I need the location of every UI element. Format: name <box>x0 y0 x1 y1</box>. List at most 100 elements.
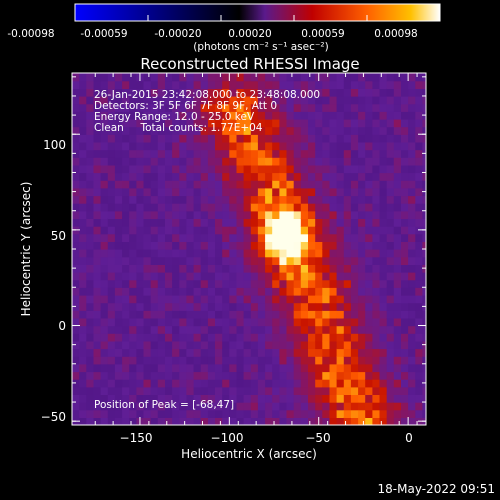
heatmap-cell <box>222 325 230 334</box>
heatmap-cell <box>136 294 145 304</box>
heatmap-cell <box>408 226 416 235</box>
heatmap-cell <box>86 126 95 135</box>
axis-ticks <box>72 73 426 425</box>
heatmap-cell <box>350 118 359 128</box>
heatmap-cell <box>272 363 280 373</box>
heatmap-cell <box>272 249 280 258</box>
heatmap-cell <box>379 348 388 357</box>
heatmap-cell <box>172 272 180 281</box>
heatmap-cell <box>365 386 373 395</box>
heatmap-cell <box>193 241 202 250</box>
heatmap-cell <box>165 348 173 357</box>
heatmap-cell <box>186 394 195 403</box>
heatmap-cell <box>293 126 302 135</box>
heatmap-cell <box>336 203 345 212</box>
heatmap-cell <box>286 356 295 365</box>
heatmap-cell <box>129 180 137 189</box>
heatmap-cell <box>257 218 266 227</box>
heatmap-cell <box>315 233 323 242</box>
heatmap-cell <box>229 302 238 311</box>
heatmap-cell <box>336 356 345 365</box>
heatmap-cell <box>157 256 166 265</box>
heatmap-cell <box>279 172 288 181</box>
heatmap-cell <box>343 402 352 411</box>
heatmap-cell <box>379 187 388 197</box>
heatmap-cell <box>100 402 109 411</box>
heatmap-cell <box>193 111 202 120</box>
heatmap-cell <box>243 371 252 380</box>
heatmap-cell <box>129 195 137 204</box>
heatmap-cell <box>386 111 395 120</box>
heatmap-cell <box>229 294 238 304</box>
heatmap-cell <box>372 279 381 288</box>
heatmap-cell <box>79 371 87 380</box>
heatmap-cell <box>93 386 102 395</box>
heatmap-cell <box>93 379 102 388</box>
heatmap-cell <box>72 272 80 281</box>
heatmap-cell <box>129 294 137 304</box>
heatmap-cell <box>157 164 166 174</box>
heatmap-cell <box>257 149 266 158</box>
heatmap-cell <box>386 402 395 411</box>
heatmap-cell <box>315 180 323 189</box>
heatmap-cell <box>243 203 252 212</box>
heatmap-cell <box>379 333 388 342</box>
heatmap-cell <box>365 264 373 273</box>
heatmap-cell <box>336 210 345 219</box>
heatmap-cell <box>100 134 109 143</box>
heatmap-cell <box>236 118 245 128</box>
heatmap-cell <box>172 96 180 105</box>
heatmap-cell <box>265 287 273 296</box>
heatmap-cell <box>265 333 273 342</box>
heatmap-cell <box>293 149 302 158</box>
heatmap-cell <box>322 88 331 97</box>
heatmap-cell <box>343 325 352 334</box>
heatmap-cell <box>165 111 173 120</box>
heatmap-cell <box>336 172 345 181</box>
heatmap-cell <box>86 103 95 112</box>
heatmap-cell <box>165 279 173 288</box>
heatmap-cell <box>250 310 259 319</box>
heatmap-cell <box>300 73 309 82</box>
heatmap-cell <box>286 226 295 235</box>
heatmap-cell <box>86 386 95 395</box>
heatmap-cell <box>279 310 288 319</box>
heatmap-cell <box>250 111 259 120</box>
heatmap-cell <box>86 340 95 350</box>
heatmap-cell <box>343 141 352 151</box>
heatmap-cell <box>250 126 259 135</box>
heatmap-cell <box>215 195 223 204</box>
heatmap-cell <box>207 195 216 204</box>
heatmap-cell <box>179 218 188 227</box>
heatmap-cell <box>129 141 137 151</box>
heatmap-cell <box>193 157 202 166</box>
heatmap-cell <box>393 256 402 265</box>
heatmap-cell <box>100 103 109 112</box>
heatmap-cell <box>172 371 180 380</box>
heatmap-cell <box>114 256 123 265</box>
heatmap-cell <box>86 302 95 311</box>
heatmap-cell <box>100 356 109 365</box>
heatmap-cell <box>322 126 331 135</box>
heatmap-cell <box>286 348 295 357</box>
heatmap-cell <box>358 203 366 212</box>
heatmap-cell <box>401 340 409 350</box>
heatmap-cell <box>343 272 352 281</box>
heatmap-cell <box>179 356 188 365</box>
heatmap-cell <box>172 348 180 357</box>
heatmap-cell <box>336 218 345 227</box>
heatmap-cell <box>250 172 259 181</box>
heatmap-cell <box>408 348 416 357</box>
heatmap-cell <box>100 172 109 181</box>
heatmap-cell <box>401 210 409 219</box>
heatmap-cell <box>222 141 230 151</box>
heatmap-cell <box>129 325 137 334</box>
heatmap-cell <box>122 180 130 189</box>
heatmap-cell <box>386 149 395 158</box>
heatmap-cell <box>136 157 145 166</box>
heatmap-cell <box>265 73 273 82</box>
heatmap-cell <box>207 73 216 82</box>
heatmap-cell <box>408 272 416 281</box>
heatmap-cell <box>136 287 145 296</box>
heatmap-cell <box>250 226 259 235</box>
